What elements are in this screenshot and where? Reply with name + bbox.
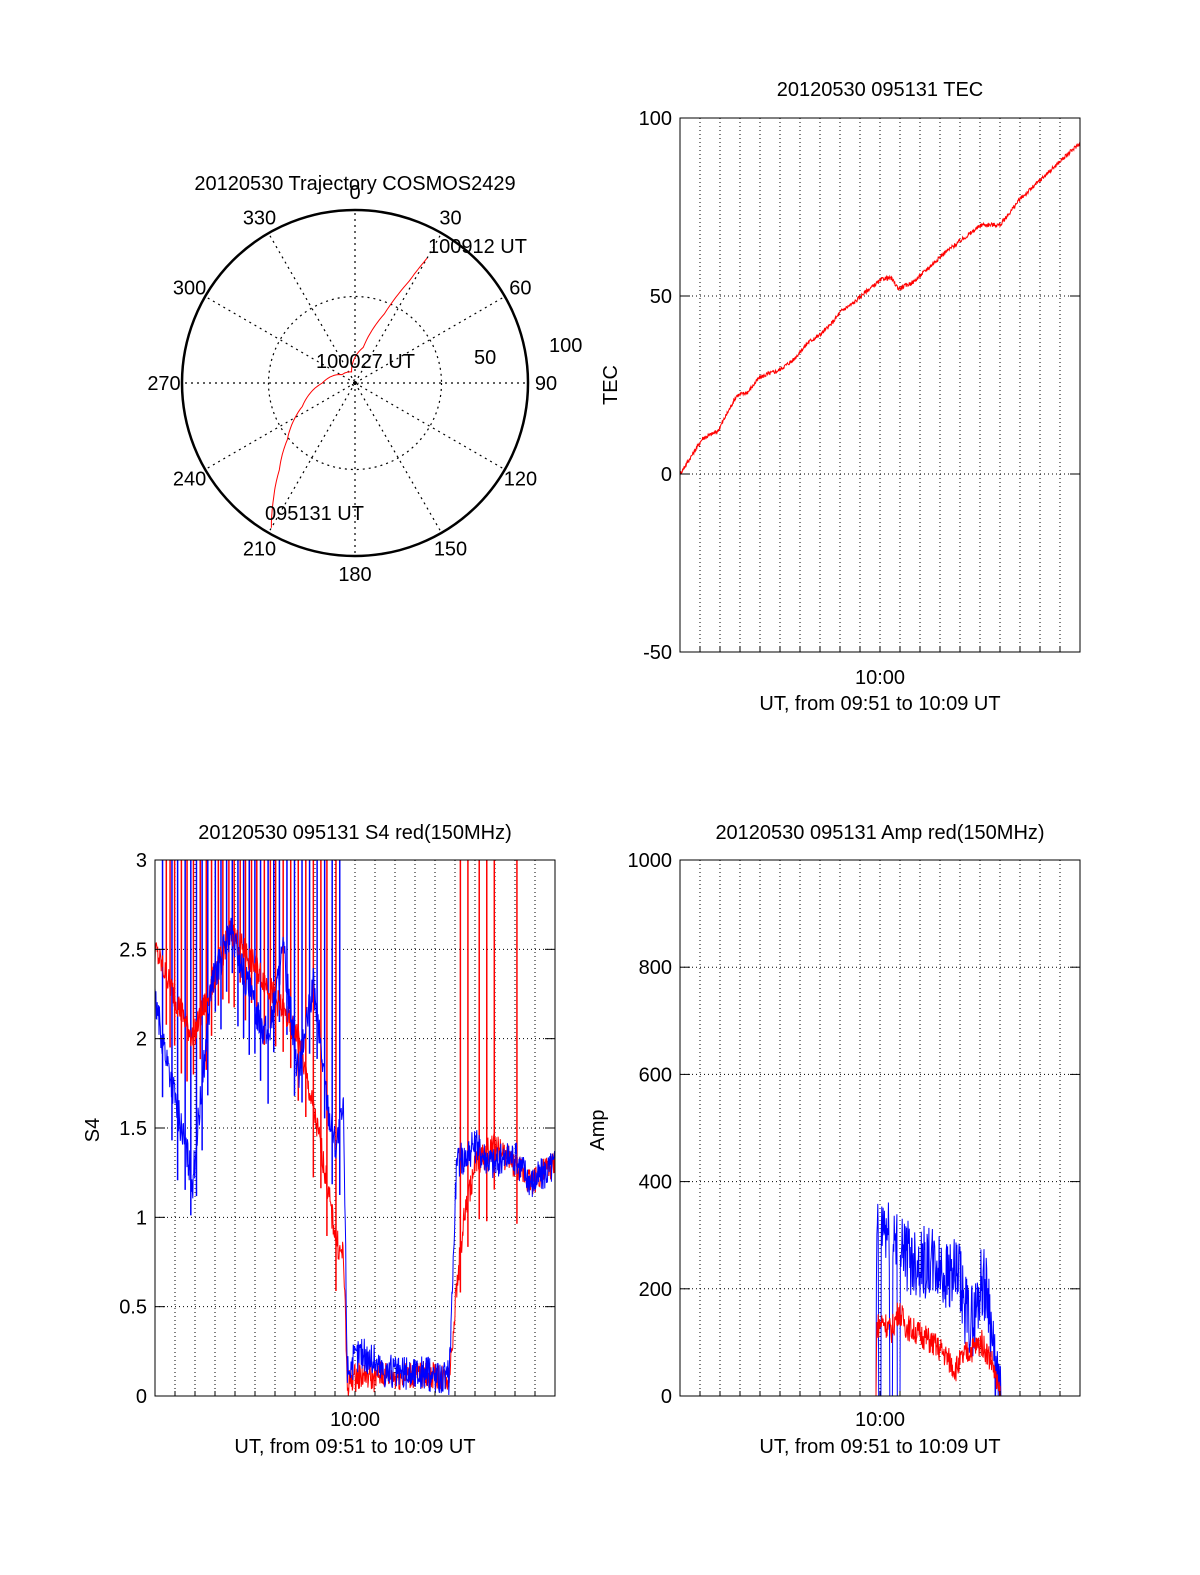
polar-spoke-240 [204, 382, 356, 471]
polar-grid-ring-1 [351, 379, 359, 387]
polar-azimuth-labels: 0 30 60 90 120 150 180 210 240 270 300 330 [147, 182, 557, 586]
trajectory-title: 20120530 Trajectory COSMOS2429 [194, 173, 515, 195]
amp-x-tick-label: 10:00 [855, 1409, 905, 1431]
polar-grid [182, 210, 528, 556]
amp-ytick-label-0: 0 [661, 1386, 672, 1408]
s4-ytick-label-3: 1.5 [119, 1118, 147, 1140]
trajectory-track [270, 257, 428, 528]
amp-ytick-label-2: 400 [639, 1172, 672, 1194]
polar-spoke-120 [354, 382, 506, 471]
polar-azimuth-label-90: 90 [535, 373, 557, 395]
polar-azimuth-label-300: 300 [173, 278, 206, 300]
s4-series-blue [154, 917, 556, 1396]
s4-ytick-label-1: 0.5 [119, 1297, 147, 1319]
tec-ytick-label-1: 0 [661, 464, 672, 486]
tec-y-axis-ticks: -50 0 50 100 [639, 108, 1080, 664]
tec-title: 20120530 095131 TEC [777, 79, 983, 101]
polar-spoke-300 [204, 295, 356, 384]
polar-azimuth-label-30: 30 [439, 208, 461, 230]
tec-ytick-label-0: -50 [643, 642, 672, 664]
amp-title: 20120530 095131 Amp red(150MHz) [715, 822, 1044, 844]
tec-ytick-label-3: 100 [639, 108, 672, 130]
polar-spoke-60 [354, 295, 506, 384]
amp-chart: 20120530 095131 Amp red(150MHz) 0 200 400 6… [587, 822, 1081, 1458]
tec-grid [680, 118, 1081, 652]
amp-ytick-label-4: 800 [639, 957, 672, 979]
s4-chart: 20120530 095131 S4 red(150MHz) 0 0.5 1 1.5 2… [82, 822, 556, 1458]
trajectory-chart: 20120530 Trajectory COSMOS2429 0 30 60 90 12… [147, 173, 582, 586]
polar-radial-label-100: 100 [549, 335, 582, 357]
polar-azimuth-label-240: 240 [173, 469, 206, 491]
s4-y-axis-label: S4 [82, 1118, 104, 1142]
trajectory-start-label: 095131 UT [265, 503, 364, 525]
s4-ytick-label-2: 1 [136, 1207, 147, 1229]
amp-ytick-label-3: 600 [639, 1064, 672, 1086]
trajectory-end-label: 100912 UT [428, 236, 527, 258]
amp-ytick-label-1: 200 [639, 1279, 672, 1301]
tec-y-axis-label: TEC [600, 365, 622, 405]
tec-series-red [679, 141, 1081, 476]
polar-grid-ring-0 [267, 295, 443, 471]
polar-azimuth-label-180: 180 [338, 564, 371, 586]
s4-ytick-label-6: 3 [136, 850, 147, 872]
tec-ytick-label-2: 50 [650, 286, 672, 308]
polar-azimuth-label-270: 270 [147, 373, 180, 395]
s4-x-axis-label: UT, from 09:51 to 10:09 UT [234, 1436, 475, 1458]
polar-azimuth-label-330: 330 [243, 208, 276, 230]
trajectory-mid-label: 100027 UT [316, 351, 415, 373]
s4-x-tick-label: 10:00 [330, 1409, 380, 1431]
polar-horizon-circle [180, 208, 530, 558]
tec-x-axis-label: UT, from 09:51 to 10:09 UT [759, 693, 1000, 715]
s4-ytick-label-4: 2 [136, 1029, 147, 1051]
polar-azimuth-label-120: 120 [504, 469, 537, 491]
tec-chart: 20120530 095131 TEC -50 0 50 100 10:00 UT, … [600, 79, 1081, 715]
polar-radial-label-50: 50 [474, 347, 496, 369]
polar-azimuth-label-60: 60 [509, 278, 531, 300]
polar-spoke-150 [354, 382, 443, 534]
s4-ytick-label-0: 0 [136, 1386, 147, 1408]
polar-azimuth-label-150: 150 [434, 538, 467, 560]
amp-grid [680, 860, 1081, 1396]
polar-spoke-210 [267, 382, 356, 534]
amp-y-axis-ticks: 0 200 400 600 800 1000 [628, 850, 1080, 1408]
amp-y-axis-label: Amp [587, 1109, 609, 1150]
s4-ytick-label-5: 2.5 [119, 939, 147, 961]
amp-ytick-label-5: 1000 [628, 850, 673, 872]
polar-azimuth-label-210: 210 [243, 538, 276, 560]
s4-title: 20120530 095131 S4 red(150MHz) [198, 822, 512, 844]
tec-x-tick-label: 10:00 [855, 667, 905, 689]
s4-y-axis-ticks: 0 0.5 1 1.5 2 2.5 3 [119, 850, 555, 1408]
amp-x-axis-label: UT, from 09:51 to 10:09 UT [759, 1436, 1000, 1458]
polar-spoke-330 [267, 232, 356, 384]
polar-azimuth-label-0: 0 [349, 182, 360, 204]
